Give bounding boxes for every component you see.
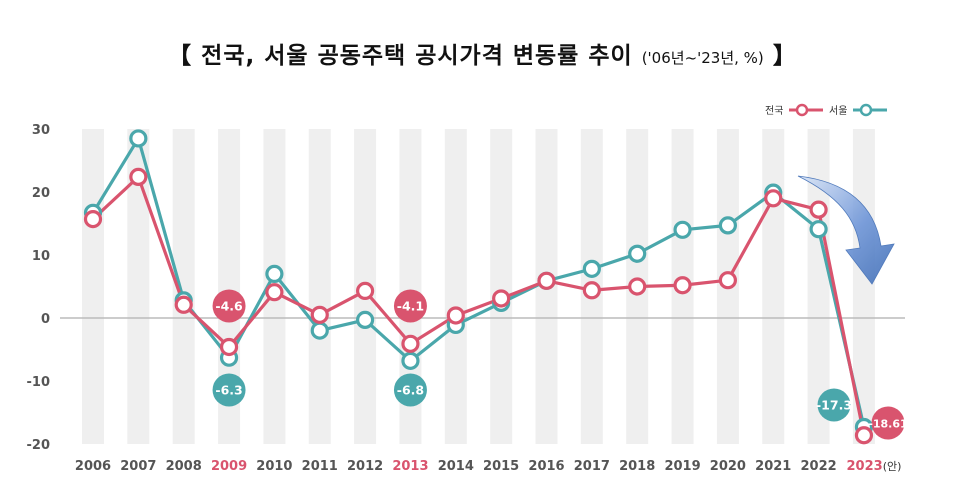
x-tick-label-2019: 2019 — [664, 459, 700, 474]
y-tick-label: 10 — [32, 249, 50, 264]
annotation-bubble — [393, 373, 427, 407]
year-column-2007 — [127, 129, 150, 444]
data-point-전국-2014 — [446, 306, 465, 325]
x-tick-label-2023: 2023(안) — [847, 459, 902, 474]
annotation-label: -4.6 — [215, 299, 243, 314]
x-tick-label-2006: 2006 — [75, 459, 111, 474]
data-point-전국-2006 — [83, 209, 103, 229]
data-point-서울-2010 — [265, 264, 284, 283]
y-tick-label: 30 — [32, 123, 50, 138]
year-column-2021 — [762, 129, 785, 444]
data-point-전국-2020 — [718, 271, 738, 290]
data-point-전국-2016 — [537, 271, 556, 290]
data-point-서울-2018 — [628, 244, 647, 263]
year-column-2009 — [218, 129, 241, 444]
data-point-전국-2022 — [809, 200, 828, 219]
data-point-전국-2010 — [265, 283, 284, 302]
x-tick-label-2009: 2009 — [211, 459, 247, 474]
annotation-label: -17.3 — [816, 398, 852, 413]
x-tick-label-2013: 2013 — [392, 459, 428, 474]
x-tick-label-2008: 2008 — [166, 459, 202, 474]
x-tick-label-2010: 2010 — [256, 459, 292, 474]
legend-label-전국: 전국 — [765, 105, 783, 117]
year-column-2014 — [444, 129, 467, 444]
series-line-전국 — [91, 175, 866, 436]
data-point-전국-2007 — [129, 167, 148, 186]
data-point-전국-2009 — [219, 337, 239, 357]
x-tick-label-2020: 2020 — [710, 459, 746, 474]
x-tick-label-2017: 2017 — [574, 459, 610, 474]
data-point-전국-2015 — [492, 289, 511, 308]
y-tick-label: -20 — [27, 438, 51, 453]
y-tick-label: -10 — [27, 375, 51, 390]
data-point-서울-2011 — [310, 321, 329, 340]
data-point-전국-2011 — [310, 305, 329, 324]
annotation-bubble — [817, 388, 851, 422]
annotation-bubble — [212, 373, 246, 407]
x-tick-label-2018: 2018 — [619, 459, 655, 474]
legend-marker-전국 — [795, 103, 809, 117]
data-point-서울-2013 — [401, 351, 420, 370]
data-point-전국-2012 — [356, 281, 375, 301]
x-tick-label-2011: 2011 — [302, 459, 338, 474]
chart-title: 【 전국, 서울 공동주택 공시가격 변동률 추이 ('06년~'23년, %)… — [0, 36, 965, 70]
data-point-전국-2019 — [673, 276, 692, 295]
annotation-label: -6.3 — [215, 383, 242, 398]
annotation-label: -18.61 — [868, 418, 907, 431]
x-tick-label-2015: 2015 — [483, 459, 519, 474]
x-tick-label-2022: 2022 — [801, 459, 837, 474]
annotation-label: -6.8 — [397, 383, 424, 398]
chart-title-close: 】 — [772, 43, 797, 69]
year-column-2011 — [308, 129, 331, 444]
year-column-2006 — [82, 129, 104, 444]
data-point-전국-2013 — [401, 334, 420, 353]
annotation-bubble — [393, 289, 427, 323]
x-tick-label-2016: 2016 — [528, 459, 564, 474]
data-point-서울-2022 — [809, 220, 828, 239]
y-tick-label: 0 — [41, 312, 50, 327]
chart-title-main: 【 전국, 서울 공동주택 공시가격 변동률 추이 — [168, 43, 633, 69]
downward-arrow-icon — [797, 175, 895, 285]
x-tick-label-2012: 2012 — [347, 459, 383, 474]
legend-label-서울: 서울 — [829, 105, 847, 117]
data-point-전국-2023 — [854, 426, 874, 445]
legend-marker-서울 — [859, 103, 873, 117]
data-point-서울-2019 — [673, 220, 692, 239]
chart-title-sub: ('06년~'23년, %) — [641, 49, 764, 67]
data-point-서울-2012 — [356, 310, 375, 329]
year-column-2008 — [172, 129, 195, 444]
data-point-서울-2007 — [129, 129, 148, 148]
data-point-전국-2008 — [174, 295, 193, 314]
annotation-bubble — [871, 406, 905, 440]
y-tick-label: 20 — [32, 186, 50, 201]
year-column-2015 — [490, 129, 513, 444]
x-tick-label-2014: 2014 — [438, 459, 474, 474]
data-point-전국-2018 — [628, 277, 647, 296]
data-point-전국-2021 — [764, 189, 783, 208]
x-tick-label-2007: 2007 — [120, 459, 156, 474]
data-point-서울-2020 — [718, 216, 738, 235]
x-tick-label-2021: 2021 — [755, 459, 791, 474]
data-point-전국-2017 — [582, 281, 601, 300]
data-point-서울-2017 — [582, 259, 601, 278]
annotation-bubble — [212, 289, 246, 323]
annotation-label: -4.1 — [397, 299, 424, 314]
series-line-서울 — [91, 136, 866, 428]
